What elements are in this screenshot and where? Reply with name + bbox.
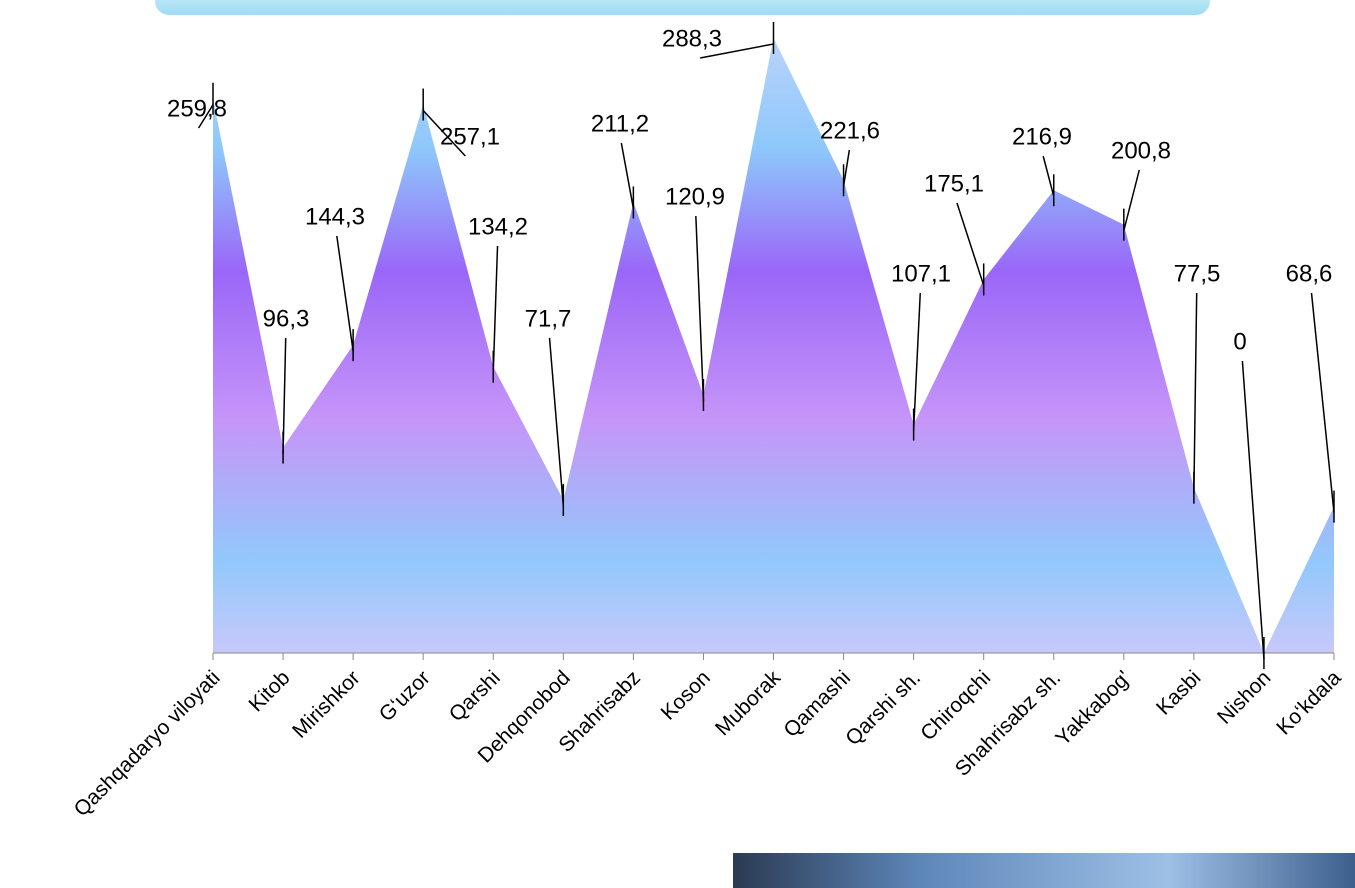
leader-line [1042,155,1055,197]
data-label: 259,8 [167,95,227,122]
leader-line [1241,360,1265,660]
leader-line [422,110,466,157]
data-label: 216,9 [1012,123,1072,150]
x-tick-label: Qashqadaryo viloyati [70,666,225,821]
x-tick-label: Kitob [244,666,294,716]
x-tick-label: Qarshi [445,666,505,726]
x-tick-label: Qarshi sh. [841,666,925,750]
leader-line [912,292,922,431]
leader-line [1310,292,1335,513]
leader-line [842,149,851,187]
data-label: 68,6 [1286,260,1333,287]
data-label: 120,9 [665,183,725,210]
data-label: 257,1 [440,123,500,150]
x-tick-label: Koson [657,666,715,724]
data-label: 200,8 [1111,137,1171,164]
leader-line [695,215,705,402]
leader-line [1123,169,1141,231]
x-tick-label: Ko‘kdala [1272,666,1345,739]
data-label: 288,3 [662,25,722,52]
x-tick-label: Nishon [1213,666,1275,728]
area [213,37,1334,653]
data-label: 144,3 [305,203,365,230]
header-banner [155,0,1210,15]
leader-line [1193,292,1198,494]
photo-strip [733,853,1355,888]
x-tick-label: Mirishkor [288,666,364,742]
data-label: 71,7 [525,305,572,332]
x-tick-label: G‘uzor [375,666,435,726]
x-tick-label: Muborak [711,666,785,740]
data-label: 221,6 [820,117,880,144]
leader-line [197,104,214,129]
leader-line [336,235,354,352]
leader-line [620,142,635,209]
leader-line [700,43,774,59]
leader-line [548,337,565,507]
x-tick-label: Kasbi [1152,666,1205,719]
data-label: 211,2 [591,110,649,137]
data-label: 107,1 [891,260,951,287]
x-tick-label: Yakkabog' [1051,666,1135,750]
data-label: 77,5 [1174,260,1221,287]
data-label: 134,2 [468,213,528,240]
data-label: 0 [1233,328,1246,355]
data-label: 175,1 [924,170,984,197]
leader-line [956,202,985,286]
data-label: 96,3 [263,305,310,332]
